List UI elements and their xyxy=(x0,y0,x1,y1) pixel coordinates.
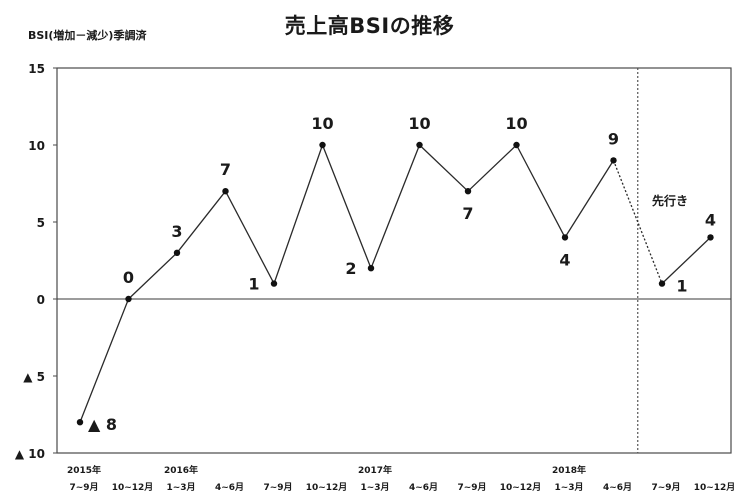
series-segment xyxy=(128,252,178,300)
data-point xyxy=(658,280,666,287)
x-tick-label: 10~12月 xyxy=(694,482,736,493)
data-label: 0 xyxy=(123,268,134,287)
x-tick-label: 4~6月 xyxy=(603,482,632,493)
data-label: 10 xyxy=(505,114,527,133)
y-tick-label: ▲ 5 xyxy=(23,370,45,384)
data-point xyxy=(173,249,181,256)
data-point xyxy=(416,141,423,149)
series-segment xyxy=(467,144,517,192)
data-point xyxy=(561,234,569,241)
y-tick-label: 15 xyxy=(28,62,45,76)
y-tick-label: ▲ 10 xyxy=(15,447,45,461)
series-segment xyxy=(321,144,372,269)
data-label: 7 xyxy=(220,160,231,179)
data-label: ▲ 8 xyxy=(88,415,117,434)
series-segment xyxy=(370,144,421,269)
series-segment xyxy=(79,298,130,423)
x-year-label: 2015年 xyxy=(67,464,101,476)
series-segment xyxy=(564,160,615,238)
x-tick-label: 1~3月 xyxy=(360,482,389,493)
series-segment xyxy=(515,144,566,238)
data-point xyxy=(610,157,617,164)
data-label: 10 xyxy=(408,114,430,133)
series-segment xyxy=(224,190,275,284)
series-segment xyxy=(419,144,469,192)
x-tick-label: 1~3月 xyxy=(166,482,195,493)
x-year-label: 2016年 xyxy=(164,464,198,476)
y-tick-label: 0 xyxy=(37,293,45,307)
data-point xyxy=(367,265,375,272)
x-tick-label: 7~9月 xyxy=(263,482,292,493)
y-tick-label: 5 xyxy=(37,216,45,230)
x-year-label: 2018年 xyxy=(552,464,586,476)
data-point xyxy=(707,234,714,241)
data-point xyxy=(76,419,84,426)
data-point xyxy=(464,188,472,195)
data-label: 3 xyxy=(171,222,182,241)
data-label: 2 xyxy=(345,259,356,278)
data-point xyxy=(222,188,229,195)
data-point xyxy=(125,295,132,303)
x-tick-label: 4~6月 xyxy=(409,482,438,493)
x-tick-label: 10~12月 xyxy=(500,482,542,493)
data-label: 9 xyxy=(608,129,619,148)
series-segment xyxy=(273,144,324,284)
data-point xyxy=(513,141,520,149)
data-label: 7 xyxy=(462,204,473,223)
y-axis-label: BSI(増加－減少)季調済 xyxy=(28,29,147,42)
x-tick-label: 7~9月 xyxy=(69,482,98,493)
series-segment xyxy=(176,190,227,254)
y-tick-label: 10 xyxy=(28,139,45,153)
data-label: 10 xyxy=(311,114,333,133)
data-point xyxy=(319,141,326,149)
data-point xyxy=(270,280,278,287)
data-label: 4 xyxy=(705,210,716,229)
x-tick-label: 7~9月 xyxy=(457,482,486,493)
chart-title: 売上高BSIの推移 xyxy=(284,14,455,38)
x-tick-label: 10~12月 xyxy=(306,482,348,493)
forecast-label: 先行き xyxy=(652,193,688,208)
series-segment xyxy=(661,236,711,285)
x-tick-label: 7~9月 xyxy=(651,482,680,493)
x-tick-label: 1~3月 xyxy=(554,482,583,493)
data-label: 1 xyxy=(676,277,687,296)
x-tick-label: 4~6月 xyxy=(215,482,244,493)
data-label: 1 xyxy=(248,275,259,294)
x-year-label: 2017年 xyxy=(358,464,392,476)
data-label: 4 xyxy=(559,250,570,269)
x-tick-label: 10~12月 xyxy=(112,482,154,493)
plot-frame xyxy=(56,67,732,454)
